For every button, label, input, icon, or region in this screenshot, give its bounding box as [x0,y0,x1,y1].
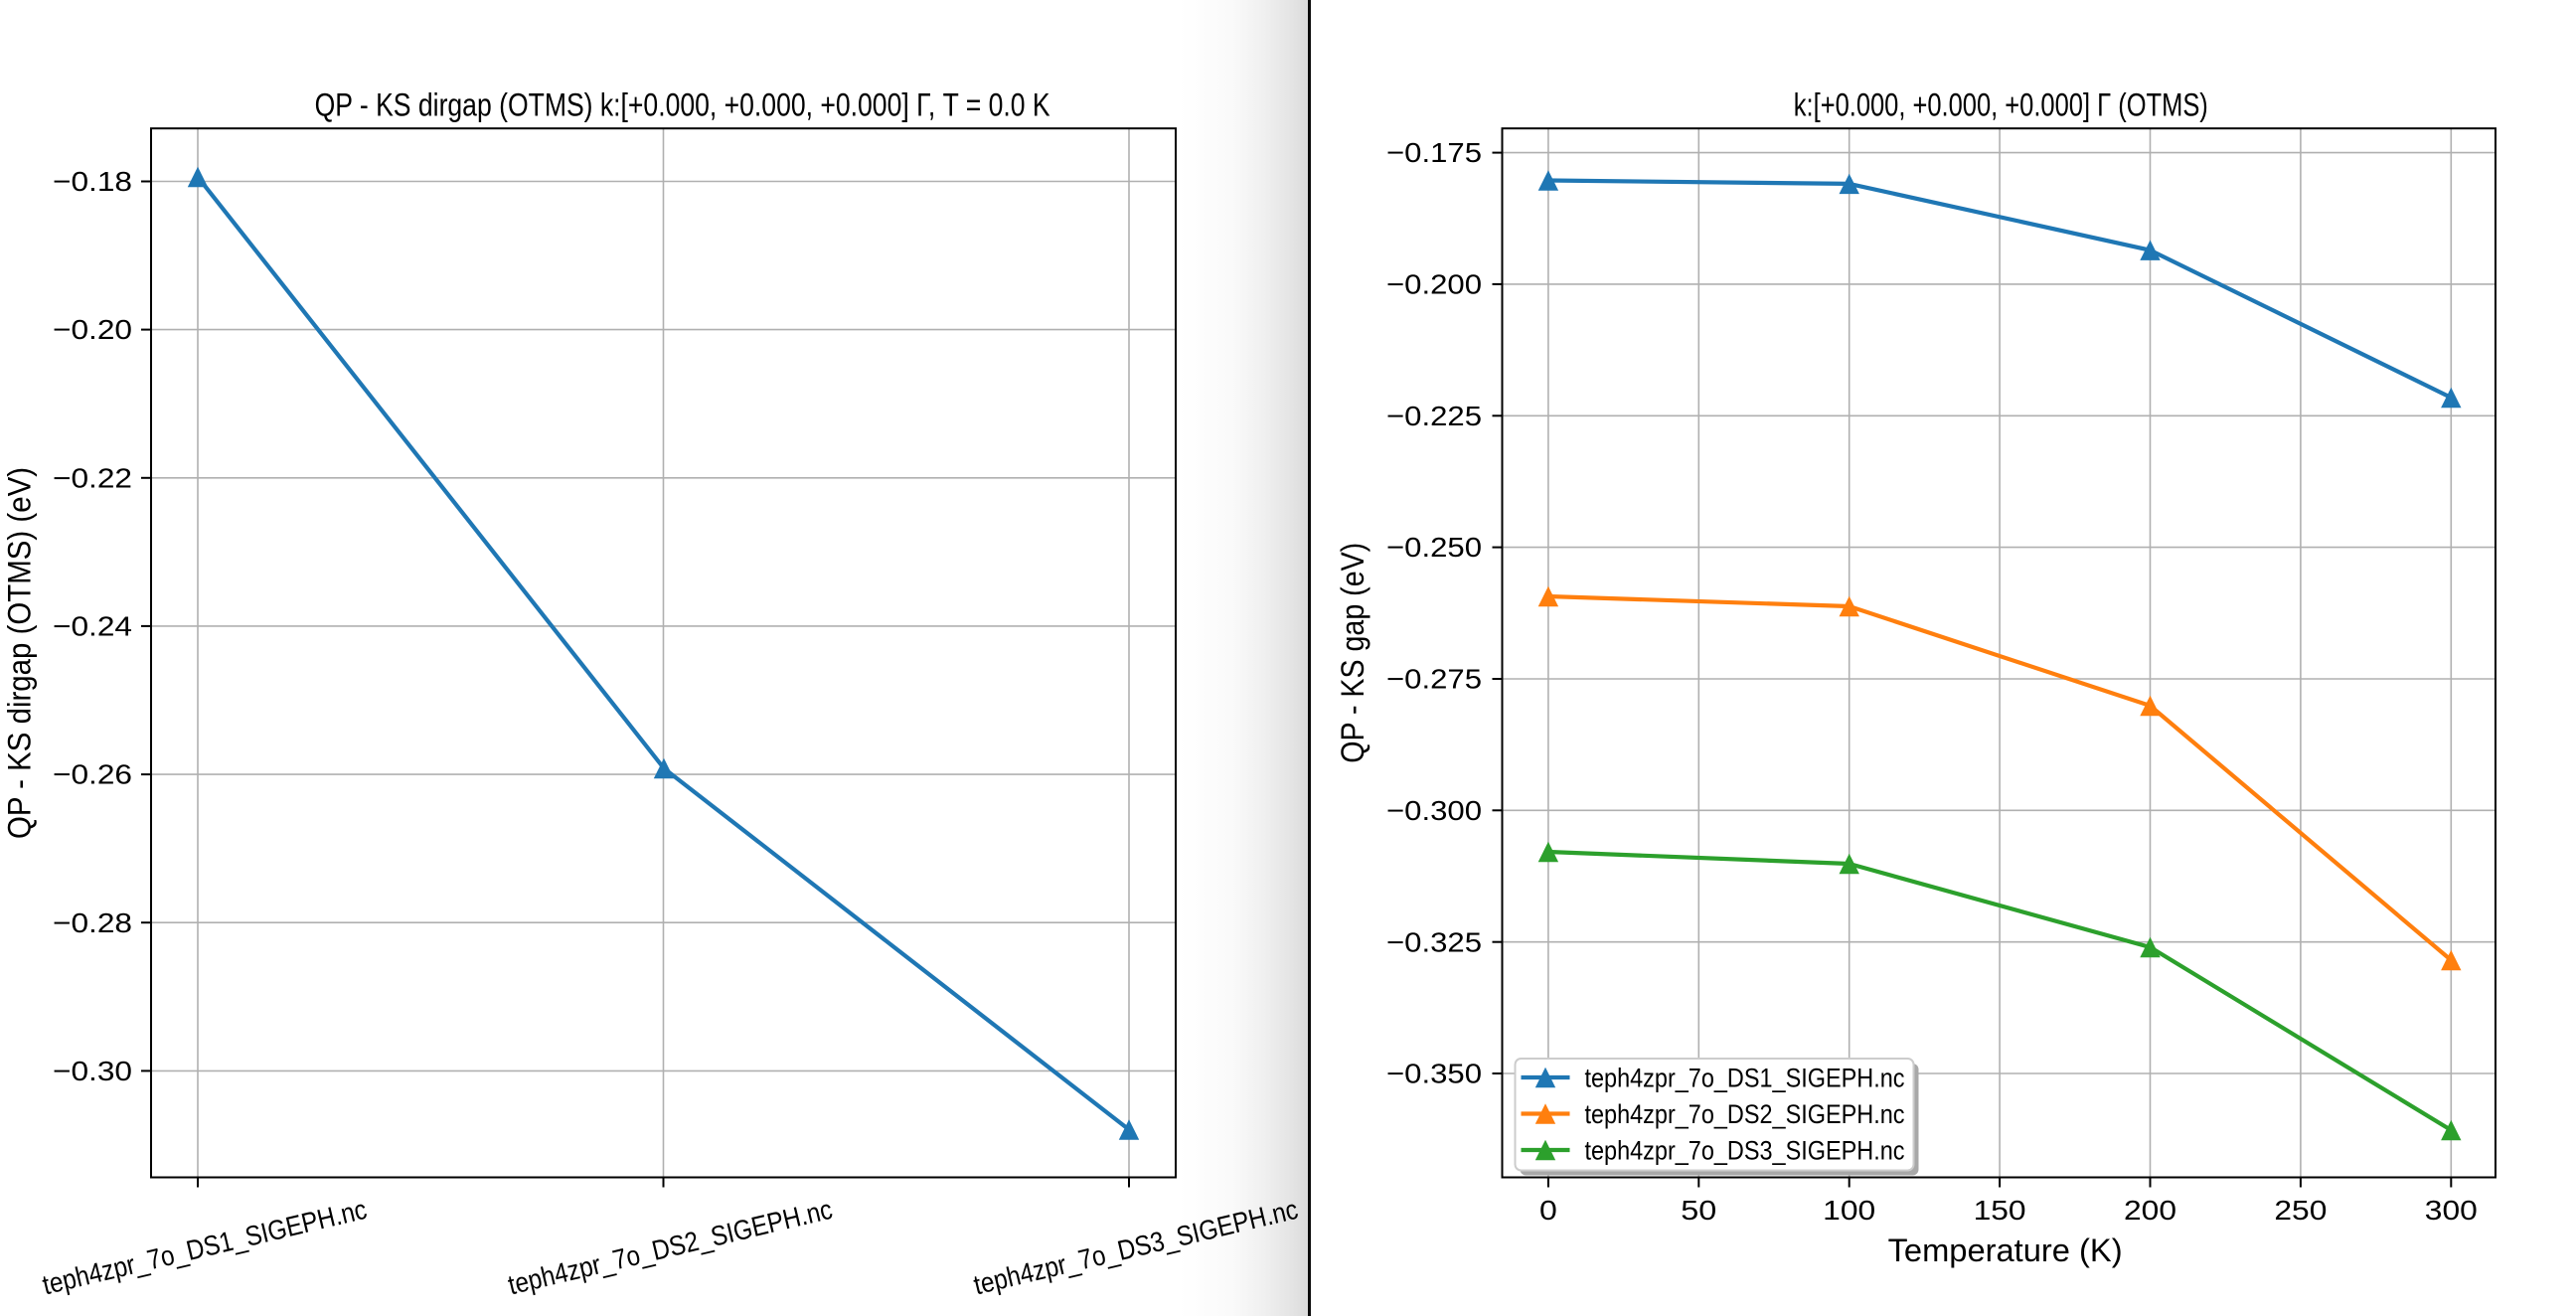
svg-text:−0.18: −0.18 [53,166,132,197]
svg-text:50: 50 [1681,1195,1716,1226]
svg-text:250: 250 [2274,1195,2327,1226]
svg-text:QP - KS dirgap (OTMS) k:[+0.00: QP - KS dirgap (OTMS) k:[+0.000, +0.000,… [315,87,1050,123]
svg-text:−0.350: −0.350 [1386,1059,1482,1089]
svg-text:teph4zpr_7o_DS3_SIGEPH.nc: teph4zpr_7o_DS3_SIGEPH.nc [971,1194,1301,1301]
svg-text:teph4zpr_7o_DS1_SIGEPH.nc: teph4zpr_7o_DS1_SIGEPH.nc [1585,1064,1905,1093]
svg-text:Temperature (K): Temperature (K) [1888,1233,2123,1268]
svg-text:teph4zpr_7o_DS1_SIGEPH.nc: teph4zpr_7o_DS1_SIGEPH.nc [40,1194,370,1301]
svg-text:−0.22: −0.22 [53,462,132,493]
svg-text:−0.20: −0.20 [53,314,132,345]
svg-text:teph4zpr_7o_DS3_SIGEPH.nc: teph4zpr_7o_DS3_SIGEPH.nc [1585,1136,1905,1166]
svg-text:−0.24: −0.24 [53,611,132,642]
svg-text:−0.175: −0.175 [1386,137,1482,168]
svg-text:−0.26: −0.26 [53,759,132,790]
svg-text:QP - KS gap (eV): QP - KS gap (eV) [1335,543,1370,763]
svg-text:−0.325: −0.325 [1386,926,1482,957]
svg-text:−0.250: −0.250 [1386,532,1482,563]
svg-text:teph4zpr_7o_DS2_SIGEPH.nc: teph4zpr_7o_DS2_SIGEPH.nc [1585,1099,1905,1129]
svg-text:0: 0 [1539,1195,1557,1226]
svg-text:−0.200: −0.200 [1386,269,1482,300]
svg-text:−0.28: −0.28 [53,907,132,938]
svg-text:100: 100 [1823,1195,1875,1226]
svg-text:200: 200 [2124,1195,2176,1226]
svg-text:−0.300: −0.300 [1386,795,1482,826]
svg-text:k:[+0.000, +0.000, +0.000] Γ (: k:[+0.000, +0.000, +0.000] Γ (OTMS) [1794,87,2208,123]
svg-text:150: 150 [1974,1195,2026,1226]
svg-text:−0.225: −0.225 [1386,401,1482,431]
svg-text:300: 300 [2425,1195,2478,1226]
svg-text:QP - KS dirgap (OTMS) (eV): QP - KS dirgap (OTMS) (eV) [2,467,38,839]
svg-text:teph4zpr_7o_DS2_SIGEPH.nc: teph4zpr_7o_DS2_SIGEPH.nc [505,1194,835,1301]
svg-text:−0.275: −0.275 [1386,664,1482,695]
svg-text:−0.30: −0.30 [53,1056,132,1086]
